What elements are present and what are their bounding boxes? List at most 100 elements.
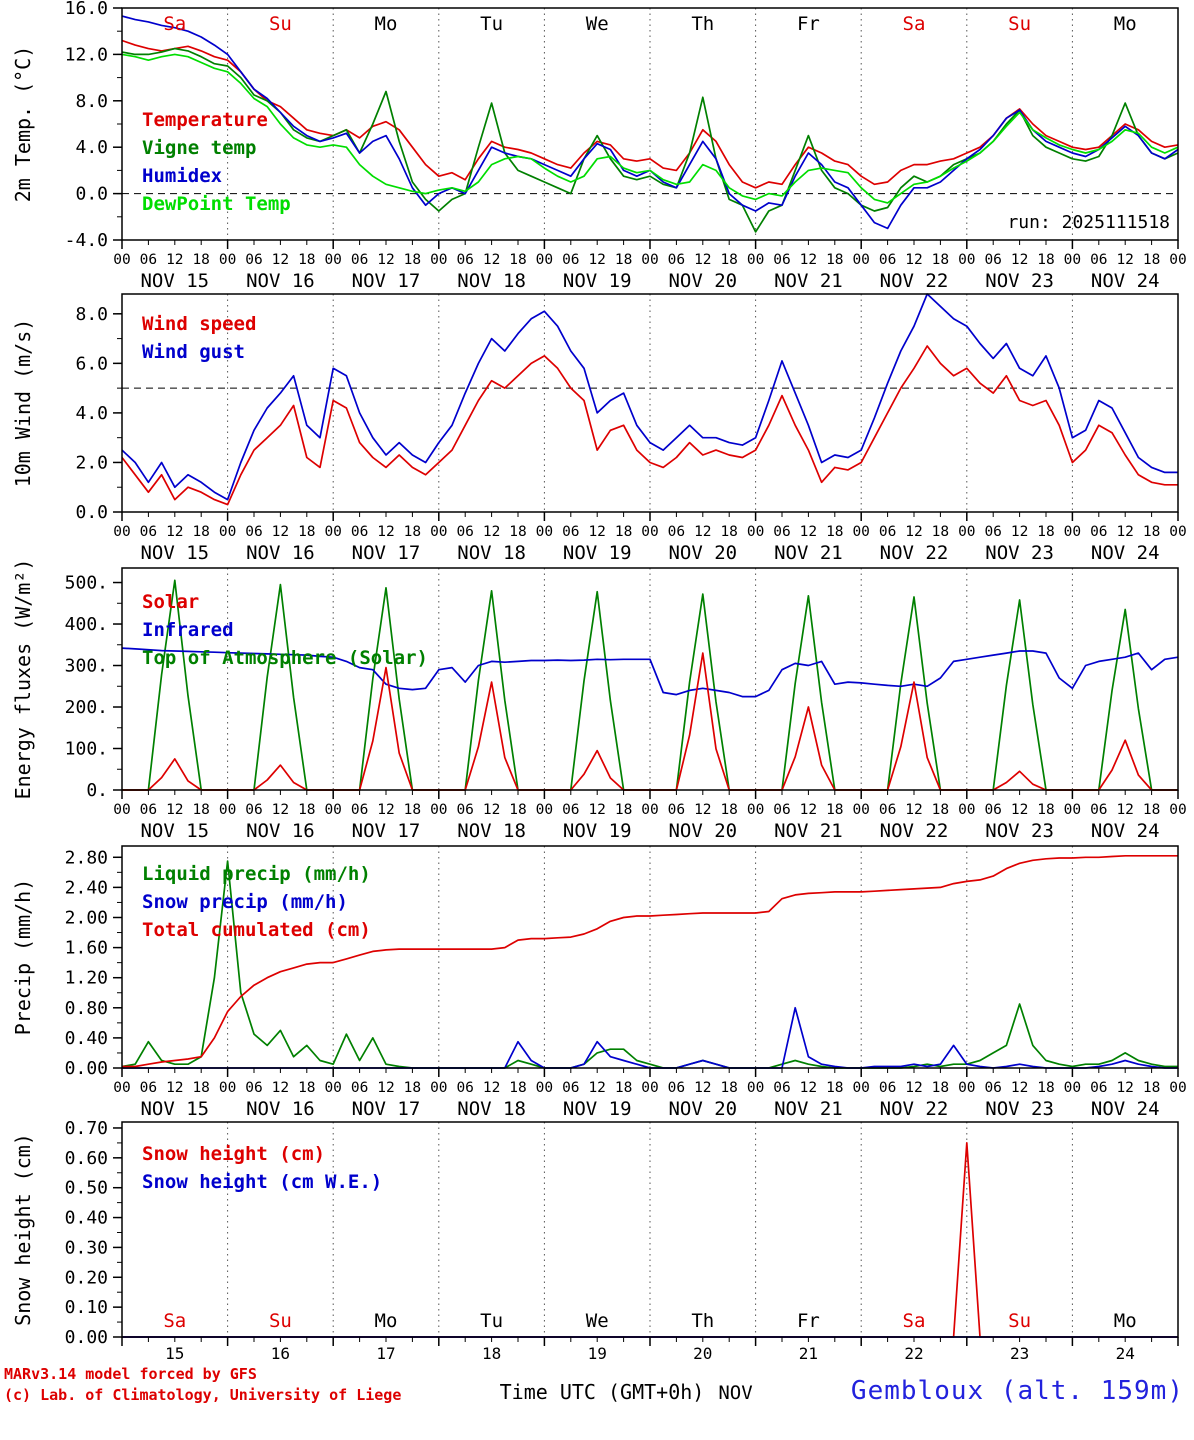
model-credit-line2: (c) Lab. of Climatology, University of L… bbox=[4, 1386, 402, 1404]
x-hour-label: 18 bbox=[720, 524, 737, 540]
x-hour-label: 18 bbox=[615, 252, 632, 268]
x-hour-label: 12 bbox=[166, 524, 183, 540]
y-tick-label: 0.40 bbox=[65, 1208, 108, 1229]
x-hour-label: 06 bbox=[1090, 252, 1107, 268]
y-axis-title: 10m Wind (m/s) bbox=[11, 319, 35, 488]
x-date-label: NOV 17 bbox=[352, 820, 421, 840]
x-hour-label: 18 bbox=[826, 802, 843, 818]
x-date-label: NOV 17 bbox=[352, 1098, 421, 1118]
x-hour-label: 18 bbox=[298, 1080, 315, 1096]
x-hour-label: 18 bbox=[932, 252, 949, 268]
x-hour-label: 18 bbox=[192, 524, 209, 540]
x-hour-label: 00 bbox=[536, 252, 553, 268]
weekday-label: Sa bbox=[903, 1310, 926, 1332]
x-hour-label: 12 bbox=[800, 524, 817, 540]
y-tick-label: 0.30 bbox=[65, 1237, 108, 1258]
x-hour-label: 18 bbox=[298, 252, 315, 268]
weekday-label: Th bbox=[691, 13, 714, 35]
x-hour-label: 12 bbox=[377, 802, 394, 818]
legend-label: Snow height (cm) bbox=[142, 1143, 325, 1165]
x-date-label: NOV 16 bbox=[246, 270, 315, 290]
x-hour-label: 18 bbox=[1143, 252, 1160, 268]
x-hour-label: 18 bbox=[1037, 252, 1054, 268]
x-hour-label: 18 bbox=[404, 252, 421, 268]
y-axis-title: Precip (mm/h) bbox=[11, 879, 35, 1036]
x-hour-label: 00 bbox=[113, 1080, 130, 1096]
legend-label: Solar bbox=[142, 591, 199, 613]
x-date-label: NOV 21 bbox=[774, 270, 843, 290]
x-hour-label: 00 bbox=[1169, 252, 1186, 268]
x-hour-label: 06 bbox=[984, 802, 1001, 818]
x-hour-label: 12 bbox=[377, 1080, 394, 1096]
x-hour-label: 18 bbox=[404, 524, 421, 540]
x-hour-label: 00 bbox=[1169, 524, 1186, 540]
y-tick-label: 2.00 bbox=[65, 907, 108, 928]
x-hour-label: 12 bbox=[1011, 802, 1028, 818]
x-hour-label: 18 bbox=[1143, 1080, 1160, 1096]
x-hour-label: 12 bbox=[483, 524, 500, 540]
x-hour-label: 18 bbox=[615, 802, 632, 818]
x-date-label: NOV 21 bbox=[774, 820, 843, 840]
x-hour-label: 18 bbox=[192, 1080, 209, 1096]
x-hour-label: 06 bbox=[562, 524, 579, 540]
x-date-label: NOV 23 bbox=[985, 270, 1054, 290]
x-date-label: NOV 24 bbox=[1091, 270, 1160, 290]
weekday-label: Sa bbox=[163, 1310, 186, 1332]
x-hour-label: 06 bbox=[351, 524, 368, 540]
y-tick-label: 12.0 bbox=[65, 44, 108, 65]
x-date-label: NOV 24 bbox=[1091, 542, 1160, 562]
legend-label: Temperature bbox=[142, 109, 268, 131]
station-name: Gembloux (alt. 159m) bbox=[850, 1376, 1184, 1406]
x-day-number: 15 bbox=[165, 1344, 184, 1363]
x-hour-label: 00 bbox=[113, 802, 130, 818]
x-hour-label: 00 bbox=[1169, 1080, 1186, 1096]
x-day-number: 22 bbox=[904, 1344, 923, 1363]
series-liquid-precip bbox=[121, 860, 1178, 1069]
x-hour-label: 18 bbox=[826, 252, 843, 268]
x-hour-label: 06 bbox=[351, 1080, 368, 1096]
series-wind-gust bbox=[121, 293, 1178, 501]
model-credits: MARv3.14 model forced by GFS (c) Lab. of… bbox=[4, 1364, 401, 1406]
x-hour-label: 06 bbox=[773, 802, 790, 818]
x-hour-label: 00 bbox=[536, 524, 553, 540]
x-hour-label: 06 bbox=[1090, 1080, 1107, 1096]
x-hour-label: 00 bbox=[1064, 802, 1081, 818]
x-date-label: NOV 16 bbox=[246, 820, 315, 840]
y-axis-title: Snow height (cm) bbox=[11, 1133, 35, 1326]
x-hour-label: 12 bbox=[905, 802, 922, 818]
series-dewpoint-temp bbox=[121, 53, 1179, 204]
y-tick-label: 0.80 bbox=[65, 998, 108, 1019]
x-hour-label: 18 bbox=[192, 802, 209, 818]
energy-flux-panel: 500. 400. 300. 200. 100. 0. 00 06 12 18 00 06 12 18 00… bbox=[11, 562, 1187, 840]
series-vigne-temp bbox=[121, 47, 1179, 233]
weekday-label: Mo bbox=[1114, 1310, 1137, 1332]
y-tick-label: 8.0 bbox=[75, 304, 108, 325]
x-hour-label: 18 bbox=[1037, 802, 1054, 818]
weekday-label: Su bbox=[1008, 13, 1031, 35]
x-hour-label: 06 bbox=[879, 1080, 896, 1096]
x-date-label: NOV 21 bbox=[774, 1098, 843, 1118]
x-hour-label: 06 bbox=[668, 1080, 685, 1096]
x-date-label: NOV 19 bbox=[563, 820, 632, 840]
x-hour-label: 06 bbox=[773, 252, 790, 268]
y-tick-label: 0.60 bbox=[65, 1148, 108, 1169]
y-tick-label: 0.20 bbox=[65, 1267, 108, 1288]
x-hour-label: 06 bbox=[668, 802, 685, 818]
x-hour-label: 18 bbox=[404, 1080, 421, 1096]
x-hour-label: 12 bbox=[272, 252, 289, 268]
x-hour-label: 06 bbox=[245, 524, 262, 540]
y-tick-label: 1.20 bbox=[65, 968, 108, 989]
y-tick-label: 4.0 bbox=[75, 137, 108, 158]
x-hour-label: 00 bbox=[852, 524, 869, 540]
x-hour-label: 12 bbox=[694, 802, 711, 818]
x-hour-label: 12 bbox=[1011, 252, 1028, 268]
x-hour-label: 12 bbox=[905, 1080, 922, 1096]
x-hour-label: 00 bbox=[430, 1080, 447, 1096]
y-tick-label: 0. bbox=[86, 780, 108, 801]
x-hour-label: 12 bbox=[905, 252, 922, 268]
y-tick-label: 0.0 bbox=[75, 502, 108, 523]
x-date-label: NOV 20 bbox=[668, 820, 737, 840]
x-hour-label: 18 bbox=[932, 802, 949, 818]
weekday-label: Su bbox=[1008, 1310, 1031, 1332]
series-wind-speed bbox=[121, 345, 1178, 506]
